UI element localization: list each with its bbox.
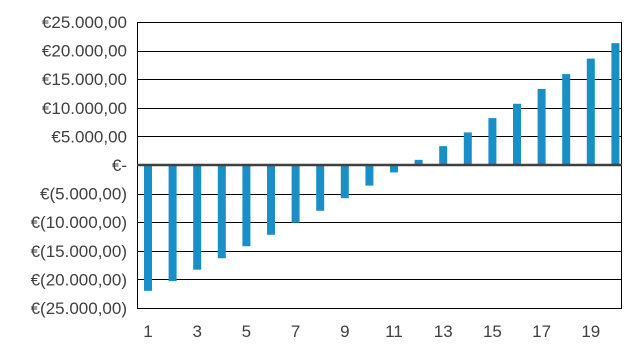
y-tick-label: €- <box>112 156 127 175</box>
y-tick-label: €5.000,00 <box>51 127 127 146</box>
bar <box>586 58 595 165</box>
y-axis-tick-labels: €25.000,00 €20.000,00 €15.000,00 €10.000,00… <box>31 13 127 318</box>
bar <box>562 74 571 165</box>
y-tick-label: €25.000,00 <box>42 13 127 32</box>
bar <box>365 165 374 186</box>
x-tick-label: 19 <box>581 322 600 341</box>
x-tick-label: 1 <box>143 322 152 341</box>
bars <box>144 43 620 291</box>
y-tick-label: €20.000,00 <box>42 42 127 61</box>
y-tick-label: €(25.000,00) <box>31 299 127 318</box>
y-tick-label: €(10.000,00) <box>31 213 127 232</box>
bar <box>267 165 275 235</box>
bar <box>291 165 300 223</box>
bar <box>611 43 620 165</box>
bar <box>439 146 448 165</box>
bar <box>463 132 472 165</box>
bar <box>488 118 497 165</box>
bar <box>217 165 226 259</box>
y-tick-label: €10.000,00 <box>42 99 127 118</box>
bar <box>414 159 423 165</box>
x-tick-label: 5 <box>242 322 251 341</box>
x-tick-label: 15 <box>483 322 502 341</box>
x-tick-label: 9 <box>340 322 349 341</box>
x-axis-tick-labels: 1 3 5 7 9 11 13 15 17 19 <box>143 322 600 341</box>
bar <box>168 165 177 282</box>
plot-frame <box>137 22 622 308</box>
bar <box>316 165 325 211</box>
x-tick-label: 3 <box>192 322 201 341</box>
bar <box>242 165 251 247</box>
x-tick-label: 13 <box>434 322 453 341</box>
x-tick-label: 11 <box>385 322 403 341</box>
bar <box>390 165 398 173</box>
bar <box>340 165 349 199</box>
y-tick-label: €(15.000,00) <box>31 242 127 261</box>
bar <box>193 165 202 270</box>
bar <box>144 165 152 291</box>
x-tick-label: 17 <box>532 322 551 341</box>
y-tick-label: €(5.000,00) <box>40 185 127 204</box>
x-tick-label: 7 <box>291 322 300 341</box>
bar <box>537 88 546 165</box>
y-tick-label: €15.000,00 <box>42 70 127 89</box>
y-tick-label: €(20.000,00) <box>31 270 127 289</box>
bar <box>513 103 521 165</box>
